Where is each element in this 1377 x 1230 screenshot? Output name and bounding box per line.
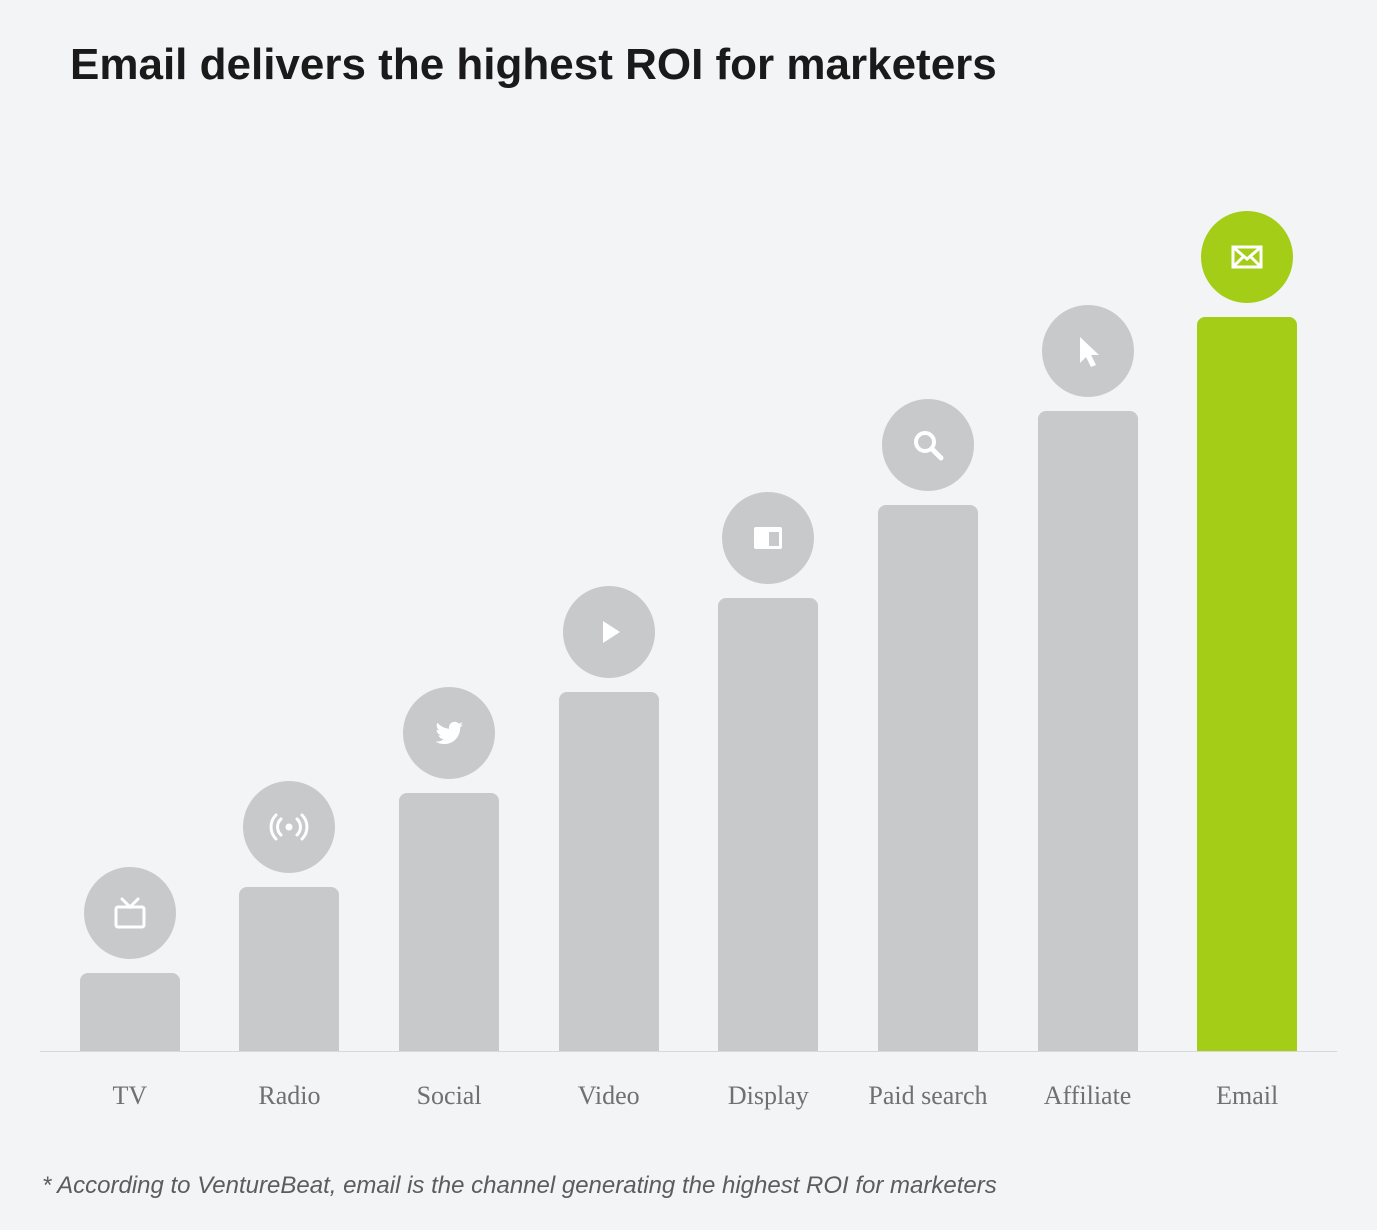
bar-cursor [1008, 100, 1168, 1051]
bar-label: TV [50, 1080, 210, 1113]
bar-label: Paid search [848, 1080, 1008, 1113]
chart-footnote: * According to VentureBeat, email is the… [42, 1172, 1337, 1200]
bar-rect [559, 692, 659, 1051]
bar-label: Display [689, 1080, 849, 1113]
chart-title: Email delivers the highest ROI for marke… [70, 40, 1337, 90]
bar-label: Video [529, 1080, 689, 1113]
bar-search [848, 100, 1008, 1051]
twitter-icon [403, 687, 495, 779]
bar-radio [210, 100, 370, 1051]
search-icon [882, 399, 974, 491]
bar-label: Radio [210, 1080, 370, 1113]
plot-area [40, 100, 1337, 1052]
bar-display [689, 100, 849, 1051]
email-icon [1201, 211, 1293, 303]
x-axis-labels: TVRadioSocialVideoDisplayPaid searchAffi… [40, 1052, 1337, 1113]
bar-rect [1197, 317, 1297, 1050]
bar-label: Email [1167, 1080, 1327, 1113]
radio-icon [243, 781, 335, 873]
display-icon [722, 492, 814, 584]
roi-bar-chart: Email delivers the highest ROI for marke… [0, 0, 1377, 1230]
cursor-icon [1042, 305, 1134, 397]
play-icon [563, 586, 655, 678]
bar-rect [878, 505, 978, 1051]
bars-container [40, 100, 1337, 1051]
bar-label: Social [369, 1080, 529, 1113]
bar-rect [718, 598, 818, 1050]
bar-play [529, 100, 689, 1051]
bar-label: Affiliate [1008, 1080, 1168, 1113]
bar-rect [1038, 411, 1138, 1051]
bar-twitter [369, 100, 529, 1051]
tv-icon [84, 867, 176, 959]
bar-rect [399, 793, 499, 1050]
bar-tv [50, 100, 210, 1051]
bar-email [1167, 100, 1327, 1051]
bar-rect [80, 973, 180, 1051]
bar-rect [239, 887, 339, 1051]
